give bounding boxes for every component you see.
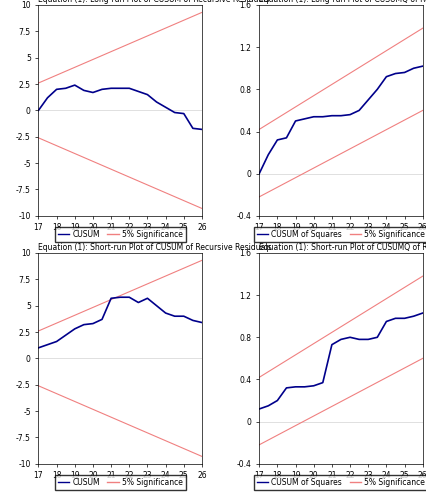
Legend: CUSUM of Squares, 5% Significance: CUSUM of Squares, 5% Significance (253, 227, 426, 242)
Legend: CUSUM, 5% Significance: CUSUM, 5% Significance (55, 475, 185, 490)
Text: Equation (1): Long-run Plot of CUSUM of Recursive Residuals: Equation (1): Long-run Plot of CUSUM of … (38, 0, 269, 4)
Text: Equation (1): Long-run Plot of CUSUMQ of Recursive Residuals: Equation (1): Long-run Plot of CUSUMQ of… (259, 0, 426, 4)
Legend: CUSUM, 5% Significance: CUSUM, 5% Significance (55, 227, 185, 242)
Text: Equation (1): Short-run Plot of CUSUM of Recursive Residuals: Equation (1): Short-run Plot of CUSUM of… (38, 243, 271, 252)
Text: Equation (1): Short-run Plot of CUSUMQ of Recursive Residuals: Equation (1): Short-run Plot of CUSUMQ o… (259, 243, 426, 252)
Legend: CUSUM of Squares, 5% Significance: CUSUM of Squares, 5% Significance (253, 475, 426, 490)
